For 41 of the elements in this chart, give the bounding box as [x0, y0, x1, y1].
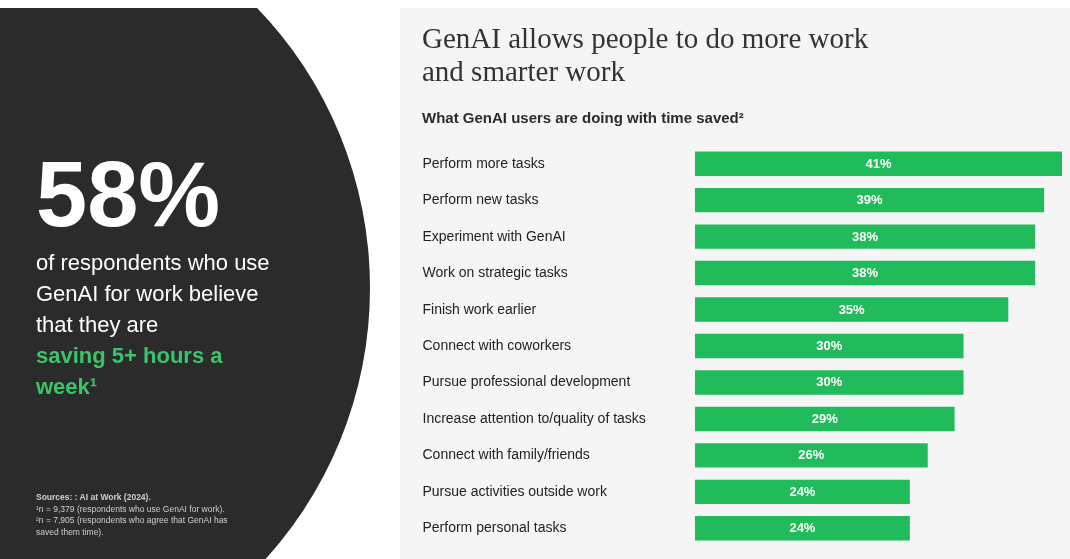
text: saving 5+ hours a week¹ — [35, 343, 224, 399]
data-label: 39% — [856, 192, 883, 208]
text: ¹n = 9,379 (respondents who use GenAI for work). — [36, 503, 225, 514]
bar — [695, 224, 1036, 249]
data-label: 35% — [838, 301, 866, 317]
y-tick-label: Finish work earlier — [422, 300, 537, 317]
bar — [695, 297, 1009, 322]
y-tick-label: Perform more tasks — [422, 154, 545, 171]
y-tick-label: Connect with family/friends — [422, 446, 590, 463]
bar — [695, 187, 1045, 213]
bar — [695, 516, 910, 541]
bar — [695, 406, 955, 432]
text: of respondents who use GenAI for work believe that they are — [36, 250, 270, 337]
data-label: 26% — [798, 447, 825, 463]
chart-subtitle: What GenAI users are doing with time saved² — [422, 109, 744, 126]
y-tick-label: Pursue professional development — [422, 373, 631, 390]
y-tick-label: Perform personal tasks — [422, 519, 567, 536]
data-label: 38% — [852, 265, 879, 281]
data-label: 41% — [865, 155, 892, 171]
chart-title: GenAI allows people to do more work and smarter work — [422, 22, 869, 87]
data-label: 30% — [816, 338, 843, 353]
text: ²n = 7,905 (respondents who agree that GenAI has saved them time). — [36, 515, 228, 537]
bar — [695, 260, 1036, 286]
y-tick-label: Connect with coworkers — [422, 337, 572, 353]
data-label: 29% — [811, 410, 839, 426]
y-tick-label: Increase attention to/quality of tasks — [422, 409, 646, 426]
y-tick-label: Work on strategic tasks — [422, 264, 568, 281]
bar — [695, 370, 964, 395]
data-label: 38% — [852, 228, 879, 244]
bar — [695, 479, 910, 505]
bar — [695, 151, 1062, 176]
y-tick-label: Pursue activities outside work — [422, 482, 608, 499]
bar — [695, 333, 964, 359]
text: 58% — [36, 143, 221, 245]
data-label: 24% — [789, 483, 816, 499]
bar — [695, 443, 928, 468]
y-tick-label: Experiment with GenAI — [422, 227, 566, 244]
source-note: Sources: : AI at Work (2024). — [36, 492, 151, 502]
y-tick-label: Perform new tasks — [422, 191, 539, 208]
data-label: 30% — [816, 374, 843, 390]
data-label: 24% — [789, 520, 816, 536]
